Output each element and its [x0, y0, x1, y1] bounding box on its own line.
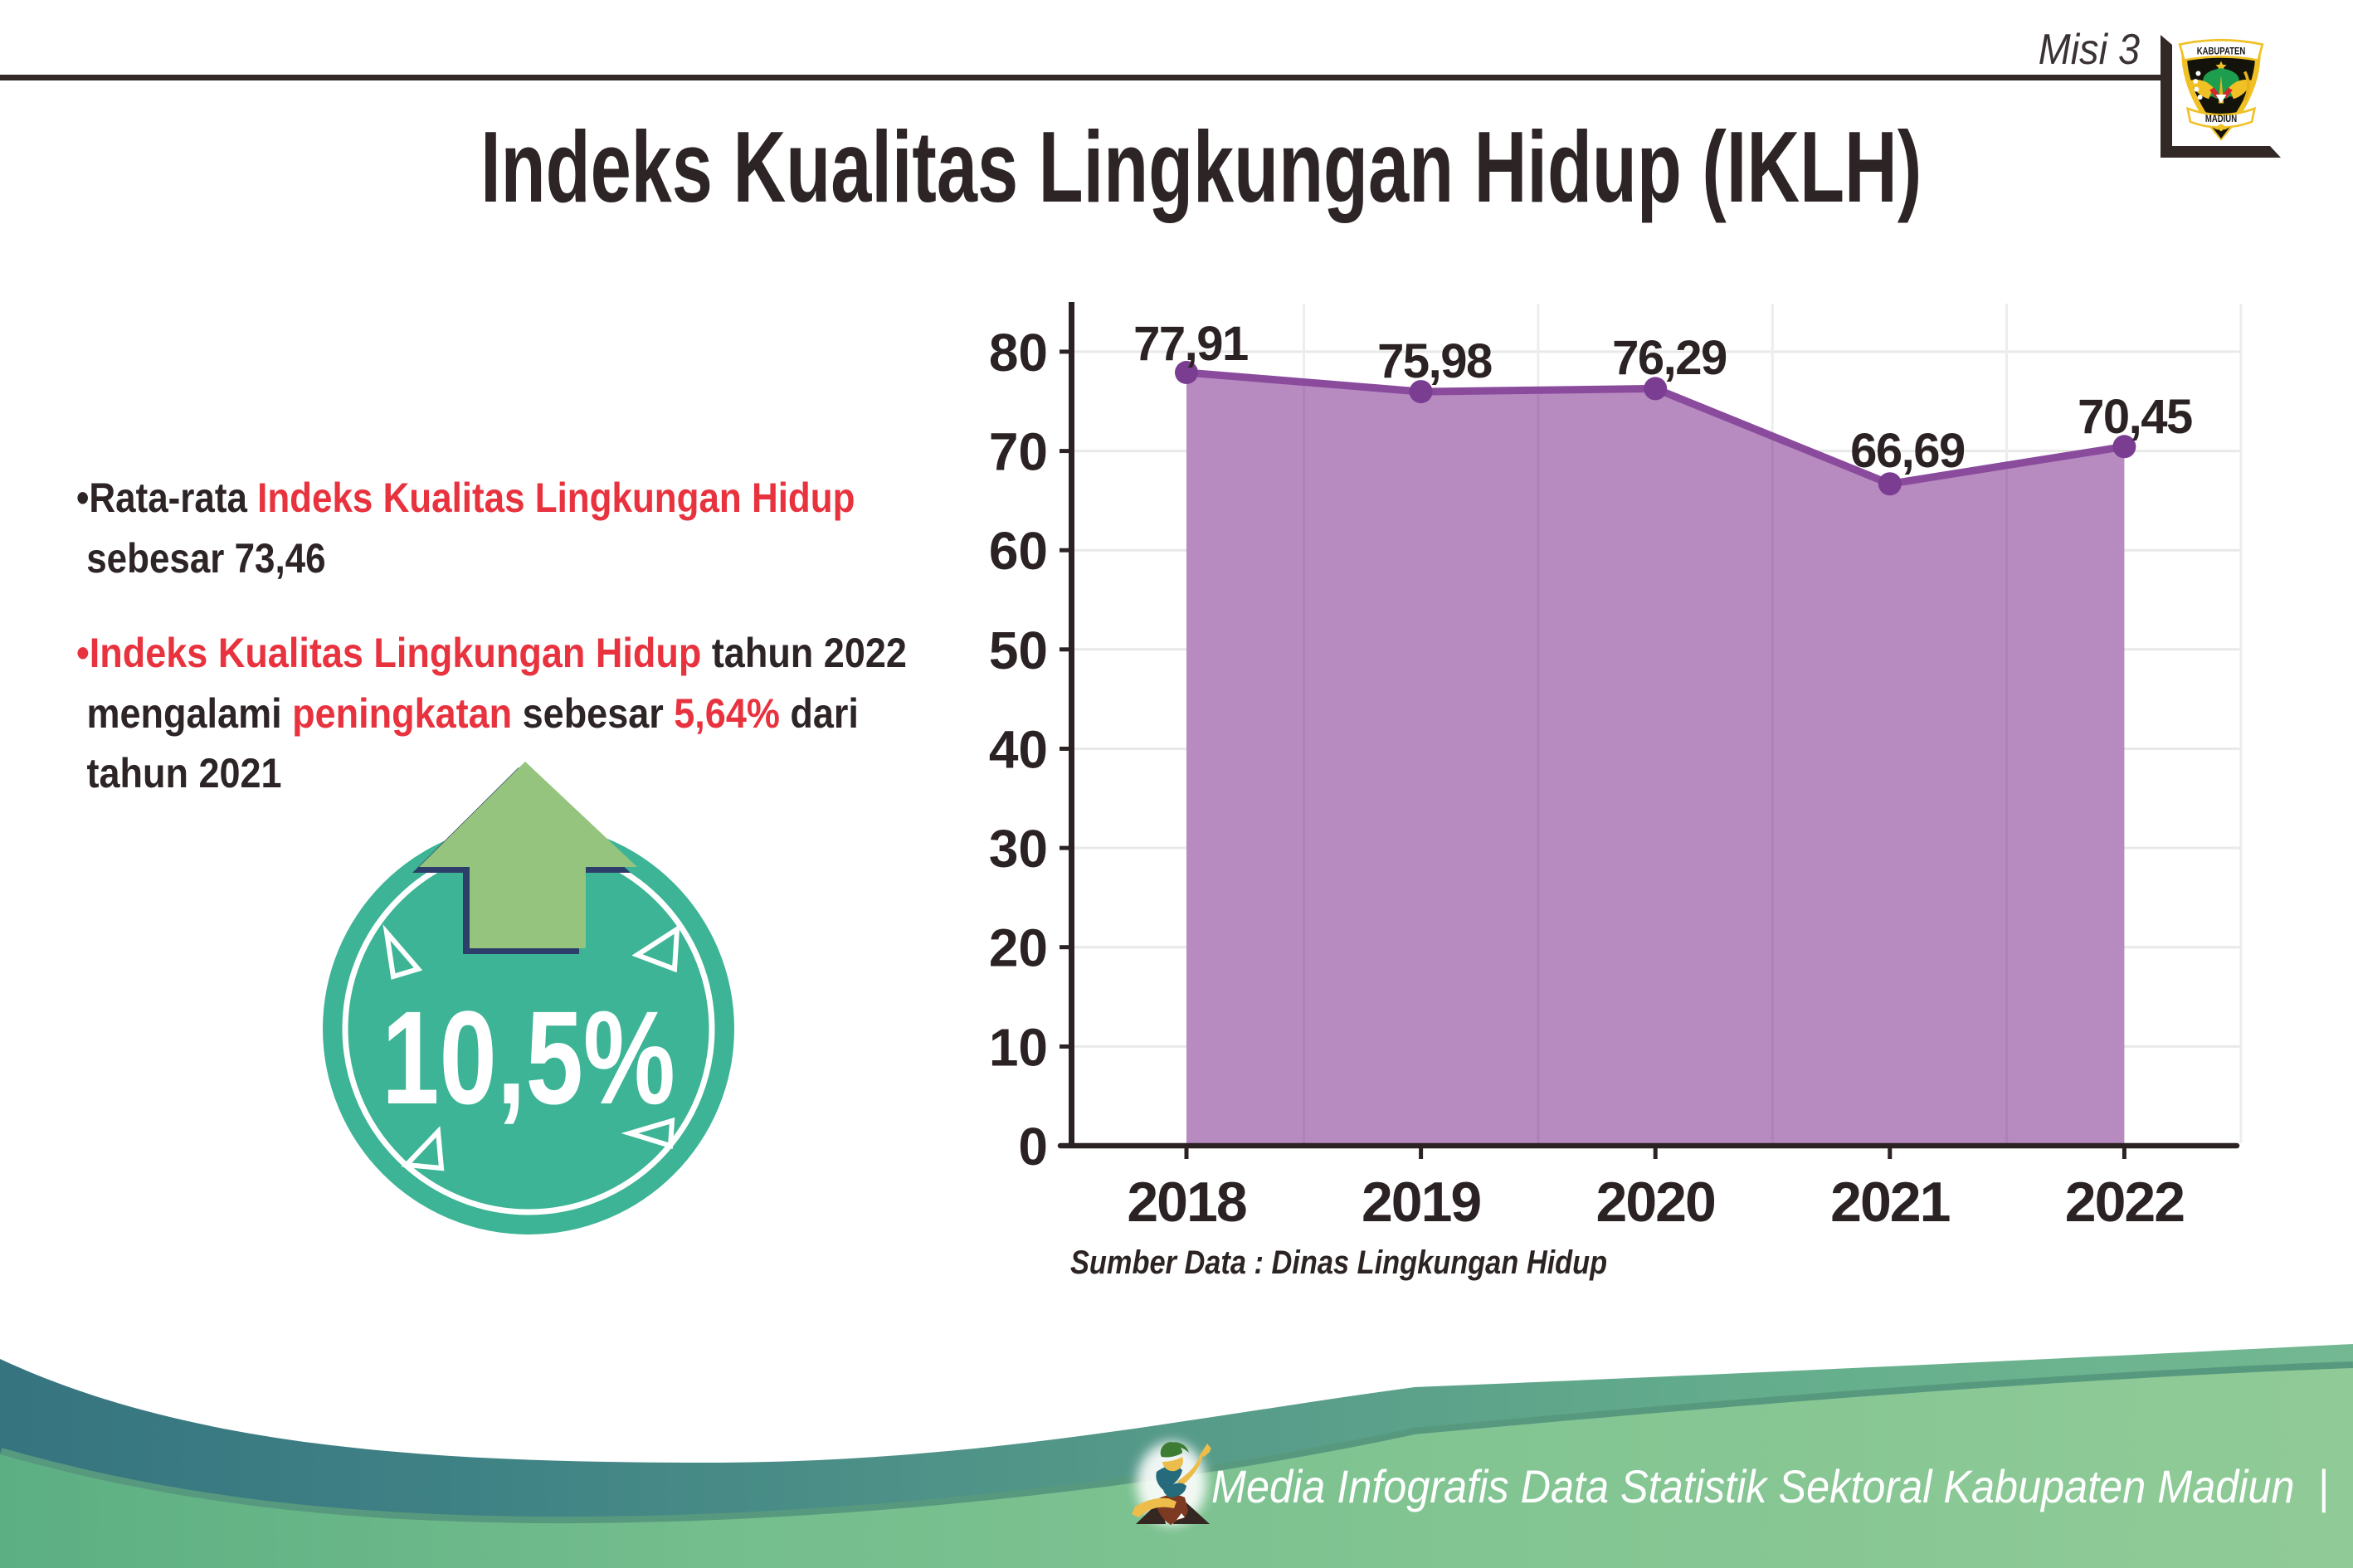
svg-text:10,5%: 10,5%: [382, 984, 675, 1132]
svg-text:70: 70: [989, 422, 1048, 482]
svg-text:70,45: 70,45: [2078, 390, 2192, 444]
svg-text:2020: 2020: [1596, 1171, 1715, 1234]
svg-text:KABUPATEN: KABUPATEN: [2197, 46, 2246, 57]
svg-text:2021: 2021: [1830, 1171, 1949, 1234]
svg-text:76,29: 76,29: [1612, 331, 1727, 385]
svg-text:75,98: 75,98: [1377, 334, 1492, 388]
svg-text:60: 60: [989, 521, 1048, 581]
svg-text:2019: 2019: [1362, 1171, 1480, 1234]
svg-text:2018: 2018: [1127, 1171, 1245, 1234]
svg-text:66,69: 66,69: [1850, 424, 1965, 478]
svg-text:20: 20: [989, 918, 1048, 978]
svg-text:2022: 2022: [2065, 1171, 2184, 1234]
svg-text:77,91: 77,91: [1133, 317, 1248, 371]
svg-text:40: 40: [989, 720, 1048, 780]
svg-text:0: 0: [1018, 1117, 1048, 1176]
svg-text:10: 10: [989, 1017, 1048, 1077]
svg-text:80: 80: [989, 323, 1048, 382]
svg-text:MADIUN: MADIUN: [2205, 114, 2237, 124]
svg-text:30: 30: [989, 819, 1048, 879]
svg-text:50: 50: [989, 621, 1048, 680]
